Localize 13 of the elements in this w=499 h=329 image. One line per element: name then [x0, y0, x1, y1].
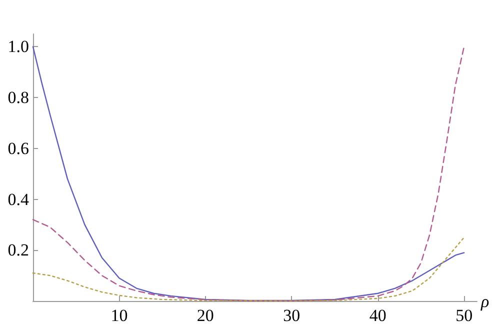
- x-tick-label: 30: [283, 306, 300, 325]
- y-tick-label: 0.6: [8, 138, 29, 158]
- line-series: [32, 236, 465, 302]
- x-tick-label: 20: [196, 306, 214, 325]
- x-tick-label: 10: [110, 306, 128, 325]
- y-tick-label: 0.8: [8, 88, 29, 108]
- y-tick-label: 1.0: [8, 37, 29, 56]
- y-tick-label: 0.4: [8, 190, 30, 209]
- x-tick-label: 40: [369, 306, 386, 325]
- x-axis-title: ρ: [480, 292, 490, 311]
- y-tick-label: 0.2: [8, 240, 29, 260]
- x-tick-label: 50: [456, 306, 473, 325]
- line-series: [32, 46, 465, 302]
